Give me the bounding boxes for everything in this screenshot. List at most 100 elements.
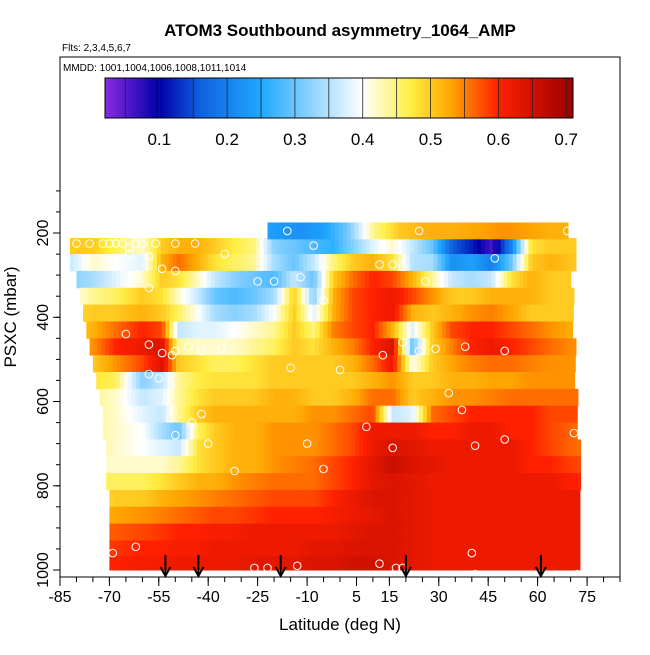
colorbar-cell (318, 78, 323, 118)
heatmap-cell (350, 254, 356, 272)
heatmap-cell (544, 439, 550, 457)
heatmap-cell (526, 388, 531, 407)
colorbar-cell (175, 78, 180, 118)
heatmap-cell (201, 405, 207, 424)
heatmap-cell (524, 338, 530, 356)
heatmap-cell (138, 405, 143, 424)
heatmap-cell (520, 238, 526, 255)
heatmap-cell (114, 422, 120, 440)
heatmap-cell (175, 372, 180, 390)
heatmap-cell (103, 388, 109, 407)
colorbar-cell (325, 78, 330, 118)
heatmap-cell (172, 238, 178, 255)
heatmap-cell (125, 540, 130, 557)
heatmap-cell (426, 456, 431, 474)
heatmap-cell (235, 540, 241, 557)
heatmap-cell (210, 270, 216, 289)
heatmap-cell (176, 540, 182, 557)
heatmap-cell (469, 540, 474, 557)
heatmap-cell (160, 355, 165, 373)
heatmap-cell (129, 321, 135, 339)
heatmap-cell (96, 355, 102, 373)
heatmap-cell (413, 556, 419, 571)
heatmap-cell (363, 405, 369, 424)
heatmap-cell (193, 422, 199, 440)
heatmap-cell (466, 405, 472, 424)
heatmap-cell (457, 540, 462, 557)
heatmap-cell (218, 287, 223, 306)
heatmap-cell (148, 238, 154, 255)
heatmap-cell (564, 523, 569, 542)
heatmap-cell (311, 238, 316, 255)
heatmap-cell (386, 506, 391, 525)
heatmap-cell (133, 540, 138, 557)
heatmap-cell (142, 405, 147, 424)
heatmap-cell (540, 473, 546, 491)
heatmap-cell (537, 422, 543, 440)
heatmap-cell (457, 489, 462, 508)
heatmap-cell (90, 321, 95, 339)
heatmap-cell (542, 270, 548, 289)
heatmap-cell (506, 304, 511, 322)
heatmap-cell (128, 355, 134, 373)
heatmap-cell (419, 388, 425, 407)
heatmap-cell (562, 287, 567, 306)
heatmap-cell (122, 405, 128, 424)
heatmap-cell (142, 422, 147, 440)
heatmap-cell (346, 523, 352, 542)
heatmap-cell (321, 372, 327, 390)
heatmap-cell (218, 270, 224, 289)
heatmap-cell (241, 422, 246, 440)
heatmap-cell (243, 523, 249, 542)
heatmap-cell (309, 287, 314, 306)
heatmap-cell (328, 405, 333, 424)
heatmap-cell (168, 238, 174, 255)
colorbar-cell (342, 78, 347, 118)
heatmap-cell (165, 321, 170, 339)
heatmap-cell (517, 405, 523, 424)
heatmap-cell (498, 287, 504, 306)
heatmap-cell (256, 439, 261, 457)
heatmap-cell (567, 254, 573, 272)
heatmap-cell (497, 321, 503, 339)
heatmap-cell (276, 405, 282, 424)
heatmap-cell (115, 388, 120, 407)
heatmap-cell (162, 405, 167, 424)
heatmap-cell (479, 287, 484, 306)
colorbar-cell (402, 78, 407, 118)
heatmap-cell (226, 388, 231, 407)
heatmap-cell (552, 456, 558, 474)
heatmap-cell (504, 506, 510, 525)
heatmap-cell (325, 372, 331, 390)
heatmap-cell (548, 456, 554, 474)
heatmap-cell (450, 405, 456, 424)
heatmap-cell (240, 439, 246, 457)
heatmap-cell (235, 238, 241, 255)
heatmap-cell (287, 523, 292, 542)
heatmap-cell (255, 506, 261, 525)
heatmap-cell (305, 388, 310, 407)
heatmap-cell (271, 238, 277, 255)
heatmap-cell (382, 556, 387, 571)
heatmap-cell (177, 304, 183, 322)
heatmap-cell (548, 321, 554, 339)
heatmap-cell (307, 489, 312, 508)
heatmap-cell (353, 355, 359, 373)
heatmap-cell (488, 523, 494, 542)
heatmap-cell (504, 338, 510, 356)
heatmap-cell (326, 254, 332, 272)
heatmap-cell (214, 388, 219, 407)
heatmap-cell (334, 338, 340, 356)
heatmap-cell (382, 321, 388, 339)
heatmap-cell (335, 456, 340, 474)
heatmap-cell (469, 321, 475, 339)
heatmap-cell (390, 238, 395, 255)
heatmap-cell (130, 405, 136, 424)
heatmap-cell (184, 556, 190, 571)
heatmap-cell (520, 506, 526, 525)
heatmap-cell (200, 556, 205, 571)
heatmap-cell (390, 321, 396, 339)
heatmap-cell (275, 254, 280, 272)
heatmap-cell (291, 222, 296, 240)
heatmap-cell (137, 321, 143, 339)
